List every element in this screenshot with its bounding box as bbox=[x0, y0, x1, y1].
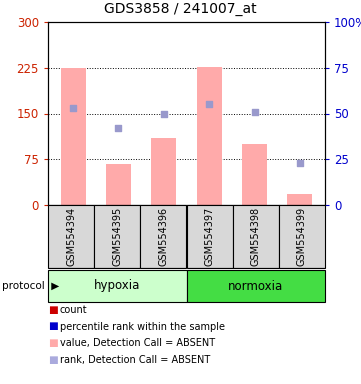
Text: rank, Detection Call = ABSENT: rank, Detection Call = ABSENT bbox=[60, 354, 210, 364]
Text: ■: ■ bbox=[48, 354, 58, 364]
Text: normoxia: normoxia bbox=[228, 280, 283, 293]
Bar bbox=[187, 205, 233, 268]
Point bbox=[252, 109, 257, 115]
Text: ■: ■ bbox=[48, 321, 58, 331]
Text: GSM554399: GSM554399 bbox=[297, 207, 307, 266]
Bar bbox=[242, 144, 267, 205]
Text: GSM554397: GSM554397 bbox=[205, 207, 214, 266]
Text: percentile rank within the sample: percentile rank within the sample bbox=[60, 321, 225, 331]
Text: protocol  ▶: protocol ▶ bbox=[2, 281, 59, 291]
Text: value, Detection Call = ABSENT: value, Detection Call = ABSENT bbox=[60, 338, 215, 348]
Point bbox=[161, 111, 167, 117]
Text: GSM554394: GSM554394 bbox=[66, 207, 76, 266]
Point bbox=[116, 125, 121, 131]
Bar bbox=[287, 194, 312, 205]
Point bbox=[70, 105, 76, 111]
Bar bbox=[48, 270, 187, 302]
Bar bbox=[61, 68, 86, 205]
Bar bbox=[197, 67, 222, 205]
Bar bbox=[151, 138, 176, 205]
Text: hypoxia: hypoxia bbox=[94, 280, 140, 293]
Bar bbox=[94, 205, 140, 268]
Text: count: count bbox=[60, 305, 88, 315]
Bar bbox=[106, 164, 131, 205]
Point bbox=[297, 160, 303, 166]
Text: GDS3858 / 241007_at: GDS3858 / 241007_at bbox=[104, 2, 257, 16]
Text: GSM554395: GSM554395 bbox=[112, 207, 122, 266]
Point bbox=[206, 101, 212, 108]
Bar bbox=[279, 205, 325, 268]
Text: ■: ■ bbox=[48, 338, 58, 348]
Bar bbox=[140, 205, 187, 268]
Bar bbox=[233, 205, 279, 268]
Text: ■: ■ bbox=[48, 305, 58, 315]
Text: GSM554396: GSM554396 bbox=[158, 207, 169, 266]
Text: GSM554398: GSM554398 bbox=[251, 207, 261, 266]
Bar bbox=[48, 205, 94, 268]
Bar bbox=[187, 270, 325, 302]
